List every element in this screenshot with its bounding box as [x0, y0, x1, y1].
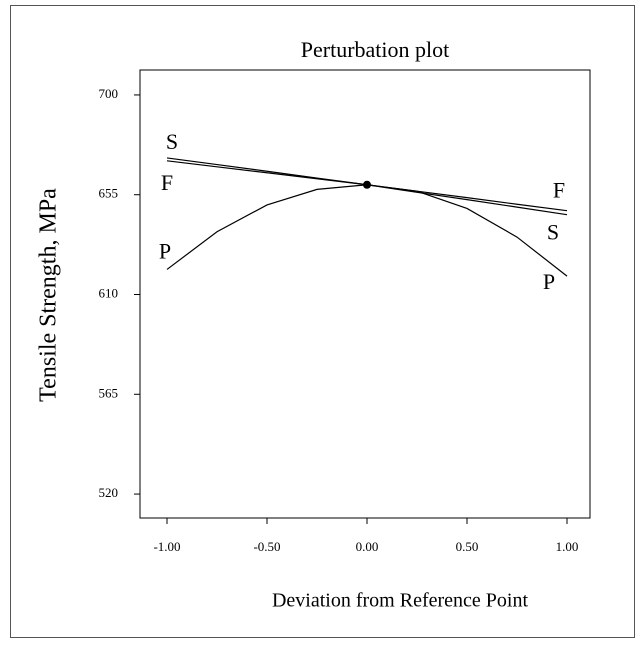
- series-label: F: [161, 170, 173, 195]
- x-tick-label: 0.00: [356, 539, 379, 554]
- y-tick-label: 520: [99, 485, 119, 500]
- y-tick-label: 655: [99, 186, 119, 201]
- y-tick-label: 565: [99, 385, 119, 400]
- reference-point: [363, 180, 371, 189]
- y-tick-label: 610: [99, 285, 119, 300]
- y-tick-label: 700: [99, 86, 119, 101]
- y-axis-label: Tensile Strength, MPa: [36, 188, 62, 402]
- x-tick-label: -0.50: [253, 539, 280, 554]
- x-tick-label: -1.00: [153, 539, 180, 554]
- x-tick-label: 0.50: [456, 539, 479, 554]
- plot-area: [139, 69, 591, 519]
- chart-title: Perturbation plot: [301, 37, 449, 62]
- series-label: S: [547, 220, 559, 245]
- series-label: P: [543, 269, 555, 294]
- series-line: [166, 184, 568, 277]
- frame: [10, 5, 635, 638]
- x-tick-label: 1.00: [556, 539, 579, 554]
- series-label: P: [159, 238, 171, 263]
- series-label: S: [166, 129, 178, 154]
- x-axis-label: Deviation from Reference Point: [272, 590, 528, 612]
- series-label: F: [553, 178, 565, 203]
